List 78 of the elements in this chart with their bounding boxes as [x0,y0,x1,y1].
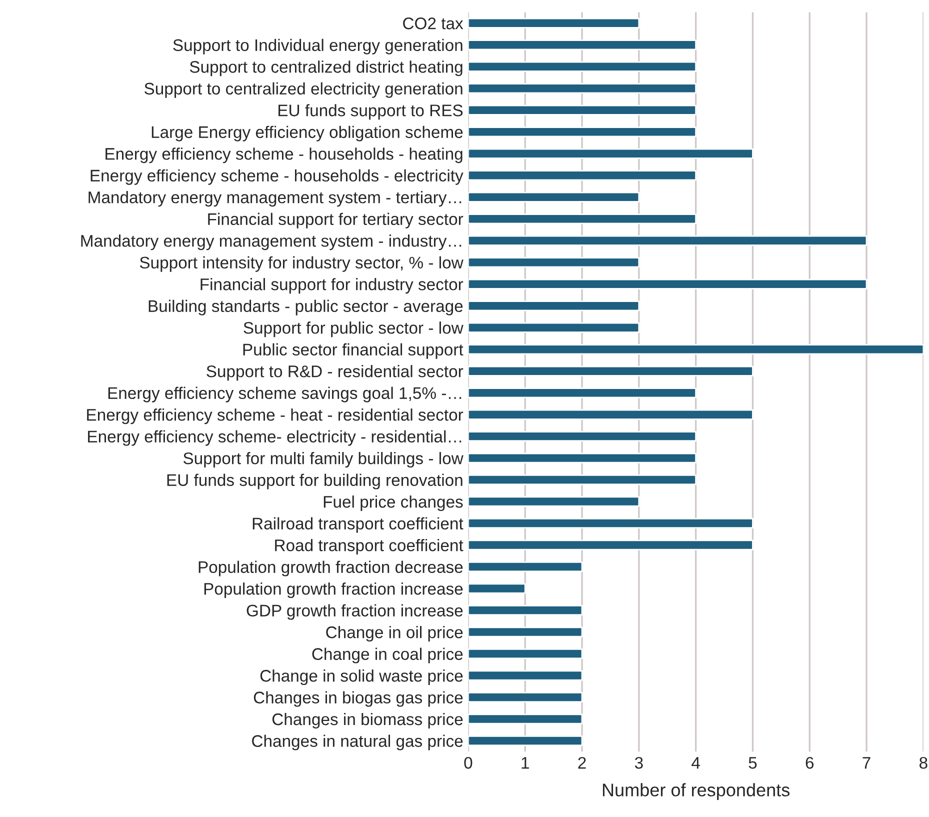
y-tick-label: Financial support for industry sector [200,278,464,294]
y-tick-label: Railroad transport coefficient [252,517,464,533]
y-tick-label: Large Energy efficiency obligation scheme [152,126,463,142]
bar [468,104,697,116]
bar [468,626,583,638]
x-tick-label: 6 [806,756,814,769]
y-tick-label: Energy efficiency scheme - households - heating [106,148,462,164]
y-tick-label: Support to centralized district heating [190,60,462,76]
bar [468,300,640,312]
y-tick-label: Support to centralized electricity generation [144,82,462,98]
y-tick-label: Changes in biogas gas price [254,691,463,707]
y-tick-label: Support for public sector - low [244,322,464,338]
bar [468,736,583,746]
bar [468,148,754,159]
y-tick-label: CO2 tax [403,18,464,30]
y-tick-label: Support to R&D - residential sector [206,365,464,381]
bar [468,214,697,224]
y-tick-label: Energy efficiency scheme - households - electricity [90,169,464,185]
bar [468,474,697,486]
y-tick-label: Building standarts - public sector - average [148,300,463,316]
y-tick-label: Fuel price changes [324,496,463,512]
bar [468,170,697,181]
bar [468,278,868,290]
bar [468,235,868,246]
bar [468,126,697,138]
y-tick-label: Population growth fraction decrease [198,560,463,576]
y-tick-label: Energy efficiency scheme - heat - residential sector [87,408,464,424]
bar [468,583,526,594]
bar [468,192,640,202]
y-tick-label: Change in oil price [326,626,463,642]
y-tick-label: EU funds support for building renovation [167,474,462,490]
bar [468,40,697,50]
bar [468,61,697,72]
x-tick-label: 0 [464,756,472,769]
y-tick-label: Mandatory energy management system - industry… [81,234,462,250]
bar [468,692,583,703]
bar [468,452,697,464]
x-tick-label: 3 [634,756,643,769]
x-tick-label: 1 [522,757,529,769]
y-tick-label: Energy efficiency scheme savings goal 1,5% -… [108,386,462,402]
y-tick-label: Support intensity for industry sector, % - low [140,256,464,272]
y-tick-label: Change in coal price [312,648,463,664]
x-tick-label: 4 [692,757,700,769]
y-tick-label: Population growth fraction increase [204,582,463,598]
bar [468,366,754,376]
x-axis-title: Number of respondents [602,783,790,800]
bar [468,562,583,572]
bar [468,18,640,28]
bar [468,409,754,420]
y-tick-label: Changes in natural gas price [252,734,463,750]
bar [468,648,583,660]
bar [468,322,640,333]
y-tick-label: Financial support for tertiary sector [208,212,464,228]
bar [468,540,754,550]
bar [468,257,640,268]
y-tick-label: GDP growth fraction increase [246,604,463,620]
x-tick-label: 2 [578,756,586,769]
bar [468,344,924,355]
x-tick-label: 7 [862,757,870,769]
x-tick-label: 8 [920,756,928,769]
bar [468,670,583,681]
bar [468,496,640,507]
bar [468,388,697,398]
bar [468,83,697,94]
bar [468,605,583,616]
bar [468,714,583,724]
y-tick-label: Change in solid waste price [260,669,463,686]
y-tick-label: Energy efficiency scheme- electricity - residential… [88,430,462,446]
y-tick-label: Public sector financial support [243,343,464,359]
bar [468,431,697,442]
y-tick-label: EU funds support to RES [278,104,463,120]
bar [468,518,754,529]
y-tick-label: Support for multi family buildings - low [183,452,464,468]
y-tick-label: Road transport coefficient [275,539,464,555]
x-tick-label: 5 [748,757,757,769]
y-tick-label: Changes in biomass price [272,712,463,729]
y-tick-label: Mandatory energy management system - tertiary… [88,191,462,207]
y-tick-label: Support to Individual energy generation [173,38,462,54]
